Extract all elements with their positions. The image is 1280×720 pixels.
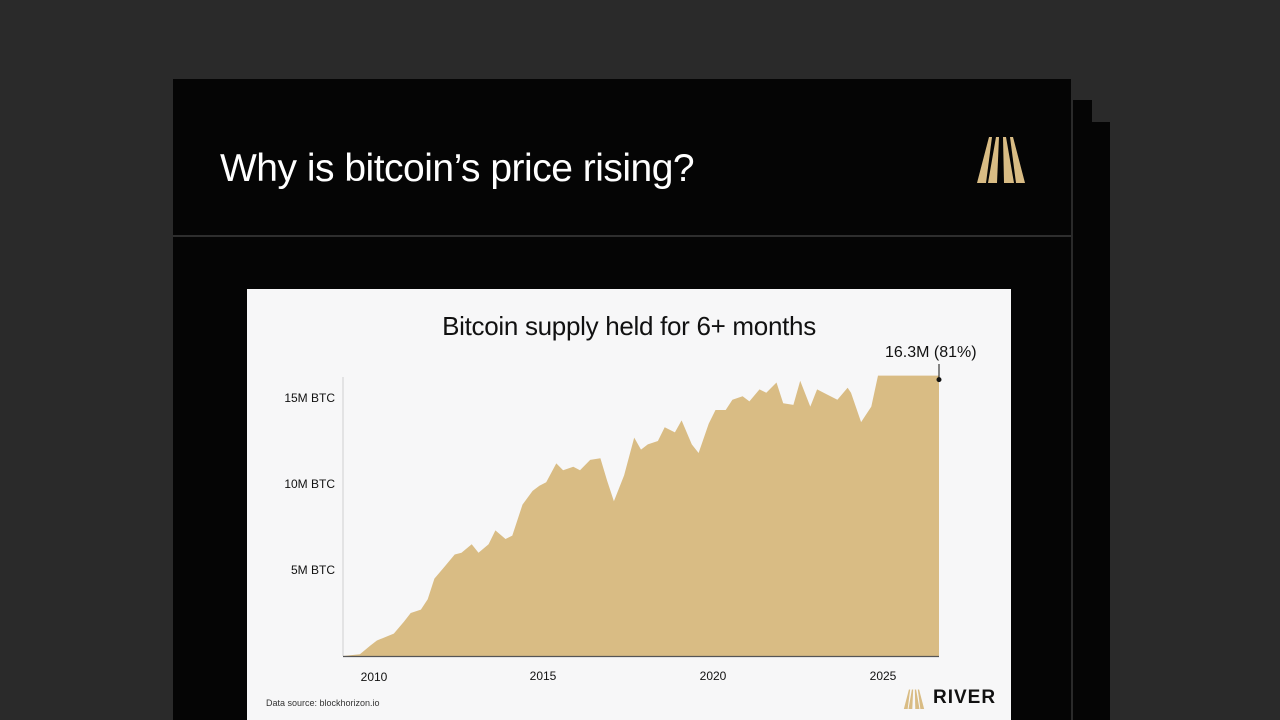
data-source-note: Data source: blockhorizon.io <box>266 698 380 708</box>
slide-card: Why is bitcoin’s price rising? Bitcoin s… <box>173 79 1071 720</box>
river-brand: RIVER <box>903 686 1003 712</box>
chart-plot <box>342 364 942 658</box>
y-tick-label: 5M BTC <box>290 563 335 577</box>
slide-title: Why is bitcoin’s price rising? <box>220 147 695 190</box>
y-tick-label: 10M BTC <box>284 477 335 491</box>
stacked-slide-middle <box>1071 100 1092 720</box>
annotation-point <box>936 377 942 383</box>
river-logo-icon <box>903 689 925 709</box>
x-tick-label: 2025 <box>869 669 897 683</box>
supply-area <box>343 375 939 656</box>
x-tick-label: 2015 <box>529 669 557 683</box>
river-logo-icon <box>977 137 1025 183</box>
slide-header: Why is bitcoin’s price rising? <box>173 79 1071 237</box>
chart-title: Bitcoin supply held for 6+ months <box>442 311 816 341</box>
chart-panel: Bitcoin supply held for 6+ months 16.3M … <box>247 289 1011 720</box>
brand-wordmark: RIVER <box>933 687 997 708</box>
x-tick-label: 2020 <box>699 669 727 683</box>
latest-value-annotation: 16.3M (81%) <box>885 344 977 361</box>
x-tick-label: 2010 <box>360 670 388 684</box>
y-tick-label: 15M BTC <box>284 391 335 405</box>
